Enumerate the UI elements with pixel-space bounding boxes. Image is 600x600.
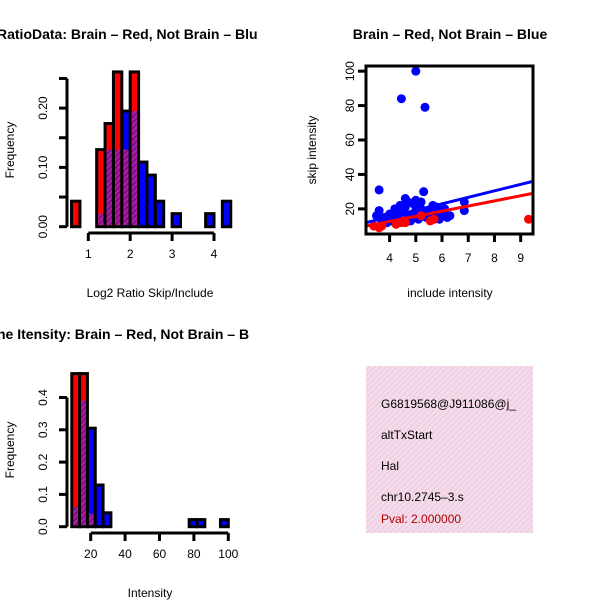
scatter-panel: Brain – Red, Not Brain – Blue 4 5 6 7 8 9 20 40 6… [305,26,547,300]
overlap-bar [123,149,129,226]
overlap-bar [73,506,79,526]
chart-title: RatioData: Brain – Red, Not Brain – Blu [0,26,258,42]
info-line-name: Hal [381,459,399,473]
y-tick-label: 0.3 [36,421,50,438]
ratio-histogram-panel: RatioData: Brain – Red, Not Brain – Blu 0… [0,26,258,300]
x-axis-label: Log2 Ratio Skip/Include [87,286,214,300]
info-pval: Pval: 2.000000 [381,512,461,526]
histogram-bar [170,212,182,229]
data-point [411,66,421,76]
x-axis-label: Intensity [128,586,173,600]
data-point [400,218,410,228]
x-tick-label: 40 [118,547,132,561]
y-axis-label: skip intensity [305,116,319,185]
histogram-bar [85,426,97,529]
data-point [395,200,405,210]
x-tick-label: 1 [85,247,92,261]
regression-line [366,179,533,225]
x-tick-label: 100 [218,547,238,561]
histogram-bar [204,212,216,229]
y-tick-label: 0.4 [36,389,50,406]
histogram-bar [218,518,230,529]
histogram-bar [93,483,105,529]
chart-title: ne Itensity: Brain – Red, Not Brain – B [0,326,249,342]
info-panel: G6819568@J911086@j_ altTxStart Hal chr10… [366,366,533,533]
overlap-bar [131,111,138,226]
y-tick-label: 20 [343,202,357,216]
y-tick-label: 0.10 [36,155,50,179]
regression-line [366,191,533,228]
histogram-bar [101,511,113,529]
overlap-bar [106,149,112,226]
x-tick-label: 4 [386,251,393,265]
histogram-bar [153,199,166,229]
histogram-bar [70,199,82,229]
overlap-bar [98,213,104,226]
info-line-id: G6819568@J911086@j_ [381,397,516,411]
histogram-bar [220,199,233,229]
y-tick-label: 0.20 [36,96,50,120]
y-tick-label: 100 [343,61,357,81]
plot-area [366,66,533,233]
y-tick-label: 0.1 [36,486,50,503]
data-point [445,211,455,221]
data-point [420,102,430,112]
x-tick-label: 80 [187,547,201,561]
plot-box [364,64,535,236]
x-tick-label: 9 [517,251,524,265]
x-tick-label: 60 [153,547,167,561]
intensity-histogram-panel: ne Itensity: Brain – Red, Not Brain – B 0… [0,326,249,600]
x-tick-label: 5 [412,251,419,265]
y-axis-label: Frequency [3,122,17,179]
info-line-location: chr10.2745–3.s [381,490,464,504]
x-tick-label: 8 [491,251,498,265]
x-tick-label: 4 [211,247,218,261]
data-point [396,94,406,104]
info-background [366,366,533,533]
info-line-type: altTxStart [381,428,433,442]
chart-title: Brain – Red, Not Brain – Blue [353,26,548,42]
y-tick-label: 0.00 [36,215,50,239]
x-tick-label: 20 [84,547,98,561]
overlap-bar [81,400,86,526]
overlap-bar [114,149,121,226]
x-axis-label: include intensity [407,286,492,300]
data-point [374,185,384,195]
x-tick-label: 6 [439,251,446,265]
x-tick-label: 7 [465,251,472,265]
y-tick-label: 80 [343,99,357,113]
x-tick-label: 2 [127,247,134,261]
y-tick-label: 40 [343,167,357,181]
x-tick-label: 3 [169,247,176,261]
y-tick-label: 0.2 [36,453,50,470]
data-point [416,197,426,207]
overlap-bar [88,513,94,526]
y-tick-label: 60 [343,133,357,147]
y-tick-label: 0.0 [36,518,50,535]
data-point [429,214,439,224]
data-point [419,187,429,197]
histogram-bar [195,518,207,529]
y-axis-label: Frequency [3,422,17,479]
data-point [403,197,413,207]
data-point [524,214,533,224]
